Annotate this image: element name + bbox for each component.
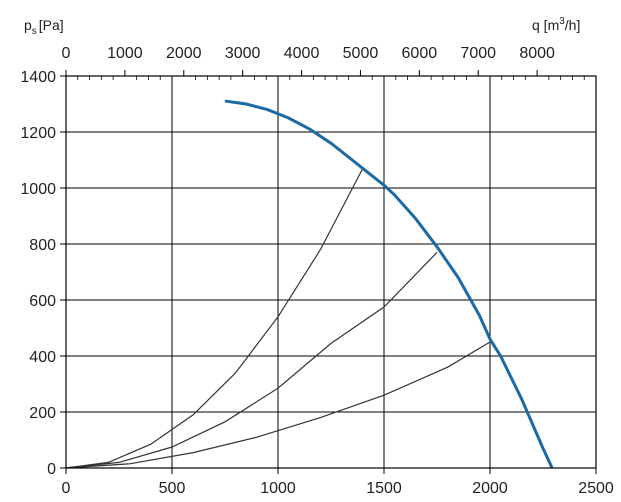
- x-tick-labels: 0 500 1000 1500 2000 2500: [62, 468, 614, 497]
- x-tick-label-4: 2000: [472, 480, 508, 497]
- y-tick-label-3: 600: [29, 293, 56, 310]
- y-axis-label: ps [Pa]: [24, 17, 64, 37]
- y-tick-label-5: 1000: [20, 181, 56, 198]
- x-tick-label-1: 500: [159, 480, 186, 497]
- plot-frame: [65, 75, 597, 469]
- y-tick-label-0: 0: [47, 461, 56, 478]
- x-tick-label-0: 0: [62, 480, 71, 497]
- top-tick-label-3: 3000: [225, 45, 261, 62]
- fan-curve: [224, 99, 553, 469]
- top-tick-label-7: 7000: [460, 45, 496, 62]
- y-tick-label-6: 1200: [20, 125, 56, 142]
- y-tick-label-2: 400: [29, 349, 56, 366]
- top-tick-label-2: 2000: [166, 45, 202, 62]
- top-tick-label-1: 1000: [107, 45, 143, 62]
- top-tick-labels: 0 1000 2000 3000 4000 5000 6000 7000 8000: [62, 45, 555, 76]
- y-tick-labels: 0 200 400 600 800 1000 1200 1400: [20, 69, 66, 478]
- grid: [66, 76, 596, 468]
- top-tick-label-4: 4000: [284, 45, 320, 62]
- top-axis-label: q [m3/h]: [532, 16, 580, 33]
- fan-curve-group: [224, 99, 553, 469]
- y-tick-label-7: 1400: [20, 69, 56, 86]
- y-tick-label-4: 800: [29, 237, 56, 254]
- top-tick-label-5: 5000: [343, 45, 379, 62]
- top-tick-label-6: 6000: [402, 45, 438, 62]
- top-tick-label-8: 8000: [519, 45, 555, 62]
- top-minor-ticks: [77, 76, 585, 80]
- system-curve-3: [65, 341, 491, 469]
- x-tick-label-2: 1000: [260, 480, 296, 497]
- system-curves: [65, 168, 491, 469]
- top-tick-label-0: 0: [62, 45, 71, 62]
- system-curve-1: [65, 168, 364, 469]
- y-tick-label-1: 200: [29, 405, 56, 422]
- system-curve-2: [65, 251, 438, 469]
- x-tick-label-5: 2500: [578, 480, 614, 497]
- x-tick-label-3: 1500: [366, 480, 402, 497]
